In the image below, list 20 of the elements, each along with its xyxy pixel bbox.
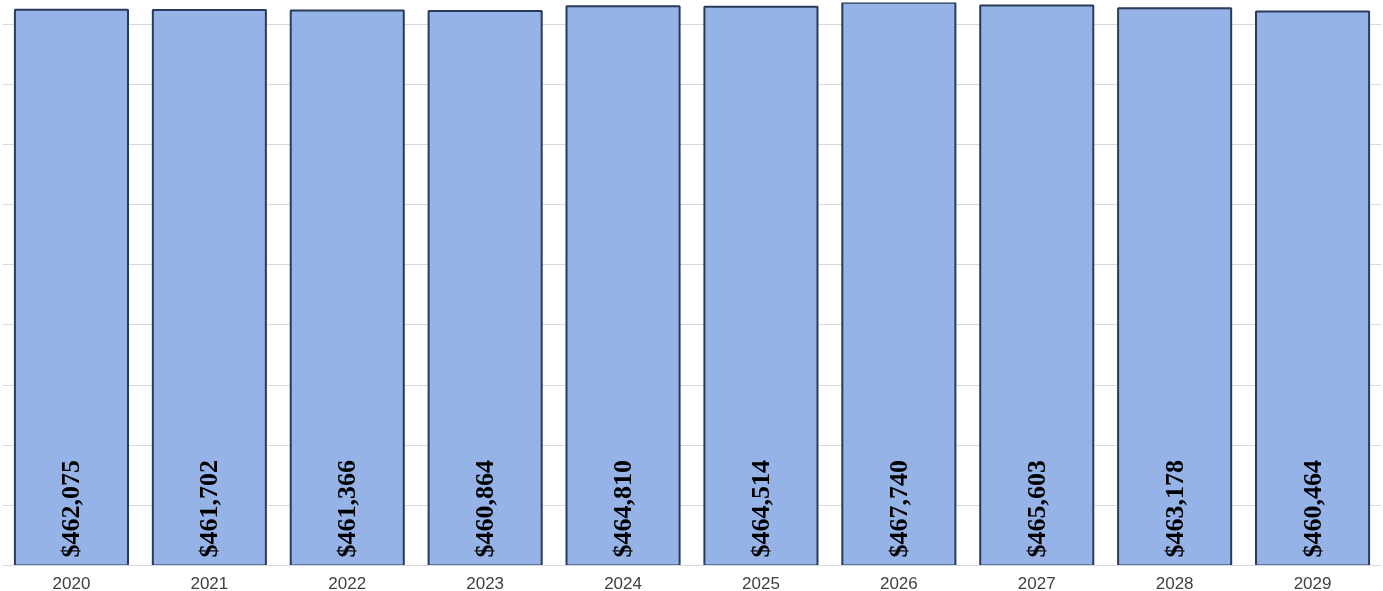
data-label: $462,075 (56, 460, 86, 558)
data-label: $461,702 (194, 460, 224, 558)
x-tick-label: 2026 (879, 573, 918, 591)
data-label: $467,740 (883, 460, 913, 558)
x-tick-label: 2022 (328, 573, 367, 591)
data-label: $463,178 (1159, 460, 1189, 558)
x-tick-label: 2027 (1017, 573, 1056, 591)
data-label: $464,810 (608, 460, 638, 558)
x-tick-label: 2021 (190, 573, 229, 591)
x-tick-label: 2023 (466, 573, 505, 591)
data-label: $464,514 (745, 460, 775, 558)
x-tick-label: 2029 (1293, 573, 1332, 591)
x-tick-label: 2024 (604, 573, 642, 591)
data-label: $460,464 (1297, 460, 1327, 558)
data-label: $465,603 (1021, 460, 1051, 558)
x-tick-label: 2028 (1155, 573, 1194, 591)
x-tick-label: 2025 (742, 573, 780, 591)
data-label: $460,864 (470, 460, 500, 558)
data-label: $461,366 (332, 460, 362, 558)
x-tick-label: 2020 (52, 573, 91, 591)
